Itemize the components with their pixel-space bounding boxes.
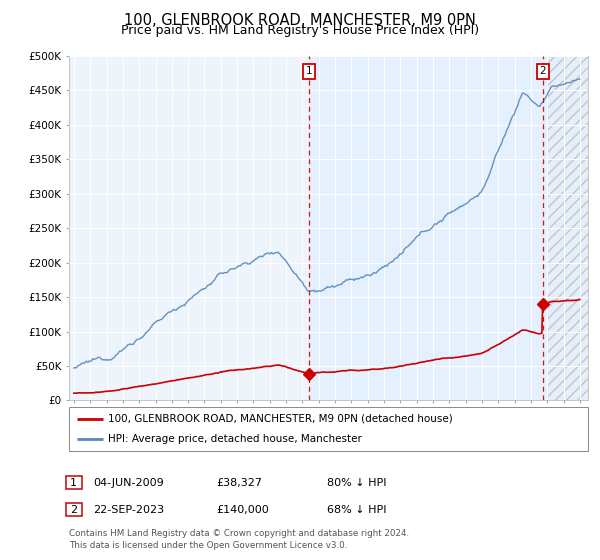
Text: 2: 2 <box>70 505 77 515</box>
Bar <box>309 56 596 400</box>
Text: Price paid vs. HM Land Registry's House Price Index (HPI): Price paid vs. HM Land Registry's House … <box>121 24 479 36</box>
Text: HPI: Average price, detached house, Manchester: HPI: Average price, detached house, Manc… <box>108 434 362 444</box>
Text: 80% ↓ HPI: 80% ↓ HPI <box>327 478 386 488</box>
Text: 22-SEP-2023: 22-SEP-2023 <box>93 505 164 515</box>
Text: This data is licensed under the Open Government Licence v3.0.: This data is licensed under the Open Gov… <box>69 541 347 550</box>
Text: 68% ↓ HPI: 68% ↓ HPI <box>327 505 386 515</box>
Text: 1: 1 <box>306 67 313 77</box>
Bar <box>547 56 596 400</box>
Text: £38,327: £38,327 <box>216 478 262 488</box>
Text: 100, GLENBROOK ROAD, MANCHESTER, M9 0PN: 100, GLENBROOK ROAD, MANCHESTER, M9 0PN <box>124 13 476 28</box>
Text: 1: 1 <box>70 478 77 488</box>
Text: £140,000: £140,000 <box>216 505 269 515</box>
Text: 04-JUN-2009: 04-JUN-2009 <box>93 478 164 488</box>
Bar <box>547 56 596 400</box>
Text: 2: 2 <box>539 67 546 77</box>
FancyBboxPatch shape <box>66 476 82 489</box>
Text: Contains HM Land Registry data © Crown copyright and database right 2024.: Contains HM Land Registry data © Crown c… <box>69 529 409 538</box>
FancyBboxPatch shape <box>69 407 588 451</box>
Text: 100, GLENBROOK ROAD, MANCHESTER, M9 0PN (detached house): 100, GLENBROOK ROAD, MANCHESTER, M9 0PN … <box>108 414 452 424</box>
FancyBboxPatch shape <box>66 503 82 516</box>
